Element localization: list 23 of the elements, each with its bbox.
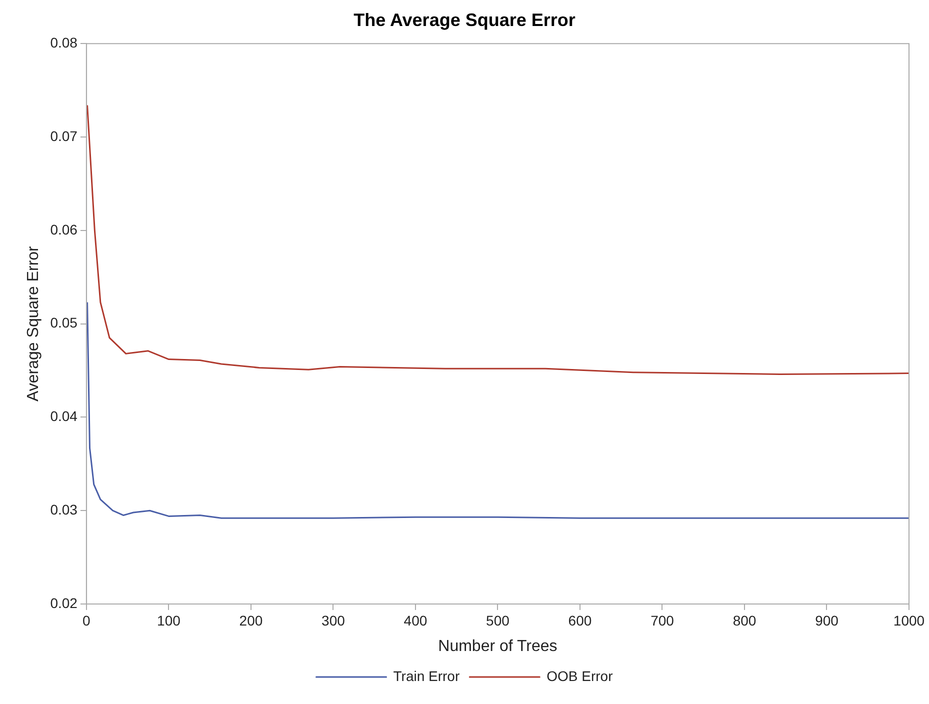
x-tick-label: 0: [82, 612, 91, 628]
y-tick-label: 0.05: [50, 314, 78, 331]
x-tick-label: 200: [239, 612, 263, 628]
y-tick-label: 0.07: [50, 128, 78, 144]
y-tick-label: 0.06: [50, 221, 78, 238]
legend-label: OOB Error: [546, 668, 614, 684]
y-axis-title: Average Square Error: [25, 245, 42, 402]
x-tick-label: 1000: [893, 612, 925, 628]
x-axis-title: Number of Trees: [438, 638, 558, 655]
x-tick-label: 800: [732, 612, 756, 628]
x-tick-label: 500: [486, 612, 510, 628]
legend-label: Train Error: [393, 668, 460, 684]
y-tick-label: 0.03: [50, 501, 78, 518]
x-tick-label: 100: [157, 612, 181, 628]
y-tick-label: 0.08: [50, 34, 78, 50]
y-tick-label: 0.04: [50, 408, 78, 424]
y-tick-label: 0.02: [50, 594, 78, 611]
chart-title: The Average Square Error: [354, 10, 576, 30]
x-tick-label: 900: [815, 612, 839, 628]
x-tick-label: 400: [404, 612, 428, 628]
x-tick-label: 600: [568, 612, 592, 628]
x-tick-label: 700: [650, 612, 674, 628]
x-tick-label: 300: [322, 612, 346, 628]
